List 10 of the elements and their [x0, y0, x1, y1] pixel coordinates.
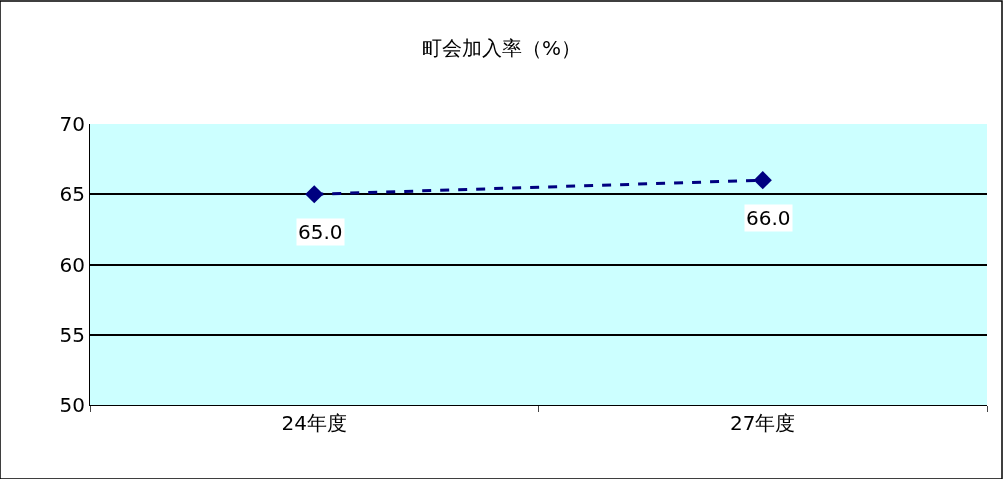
data-label: 65.0 — [298, 220, 343, 244]
x-tick-label: 24年度 — [281, 411, 347, 435]
y-tick-label: 50 — [59, 393, 85, 417]
y-tick-label: 65 — [59, 182, 85, 207]
chart-title: 町会加入率（%） — [421, 35, 582, 60]
y-tick-label: 70 — [59, 112, 85, 136]
x-tick-label: 27年度 — [730, 411, 796, 435]
data-label: 66.0 — [746, 206, 791, 230]
y-tick-label: 55 — [59, 322, 85, 347]
y-tick-label: 60 — [59, 252, 85, 277]
